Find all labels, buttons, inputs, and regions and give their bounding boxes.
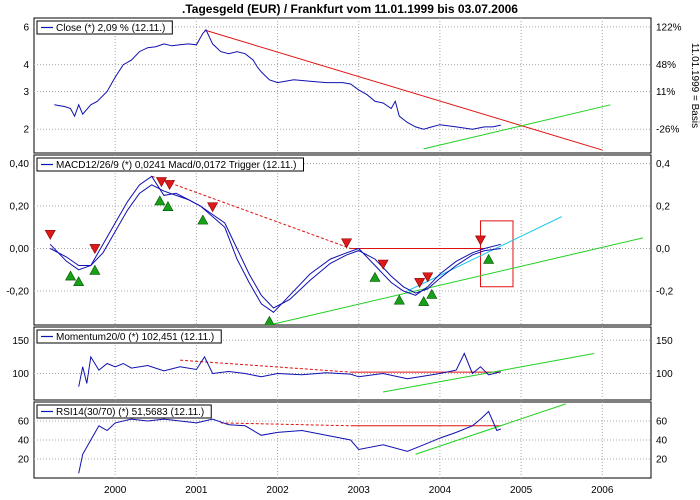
price-panel: 6 122% 4 48% 3 11% 2 -26% Close (*) 2,09 % (12.1… (23, 17, 700, 154)
macd-ytick-left: 0,40 (10, 159, 30, 170)
rsi-ytick-right: 20 (656, 455, 668, 466)
momentum-legend-text: Momentum20/0 (*) 102,451 (12.11.) (56, 332, 214, 343)
macd-ytick-right: 0,0 (656, 244, 670, 255)
buy-signal-marker (426, 288, 438, 299)
buy-signal-marker (154, 195, 166, 206)
rsi-trendline-red-dashed (220, 422, 351, 427)
buy-signal-marker (264, 315, 275, 325)
sell-signal-marker (414, 278, 426, 289)
buy-signal-marker (73, 276, 85, 287)
momentum-plot-area (78, 352, 595, 393)
rsi-panel: 60 60 40 40 20 20 RSI14(30/70) (*) 51,5683 (12… (18, 401, 668, 479)
macd-ytick-right: -0,2 (656, 287, 674, 298)
momentum-legend: Momentum20/0 (*) 102,451 (12.11.) (36, 329, 222, 344)
buy-signal-marker (393, 294, 405, 305)
momentum-panel: 150 150 100 100 Momentum20/0 (*) 102,451 (12… (12, 326, 673, 401)
price-legend-text: Close (*) 2,09 % (12.11.) (56, 23, 165, 34)
macd-ytick-left: -0,20 (6, 287, 29, 298)
macd-ytick-left: 0,20 (10, 202, 30, 213)
macd-trendline-red-dashed (151, 175, 351, 249)
price-legend-box (36, 20, 173, 35)
price-ytick-right: -26% (656, 125, 679, 136)
price-ytick-right: 48% (656, 60, 676, 71)
momentum-ytick-right: 100 (656, 369, 673, 380)
sell-signal-marker (341, 238, 353, 249)
xtick-label: 2000 (104, 485, 127, 496)
rsi-ytick-left: 40 (18, 436, 30, 447)
rsi-series-line (78, 410, 501, 474)
price-legend: Close (*) 2,09 % (12.11.) (36, 20, 173, 35)
rsi-legend: RSI14(30/70) (*) 51,5683 (12.11.) (36, 404, 212, 419)
price-series-line (54, 29, 501, 130)
price-ytick-left: 4 (23, 60, 29, 71)
price-frame (33, 17, 652, 154)
momentum-series-line (78, 352, 501, 387)
price-ytick-right: 122% (656, 22, 682, 33)
sell-signal-marker (89, 244, 101, 255)
sell-signal-marker (422, 272, 434, 283)
macd-legend: MACD12/26/9 (*) 0,0241 Macd/0,0172 Trigg… (36, 157, 304, 172)
sell-signal-marker (377, 259, 389, 270)
chart-title: .Tagesgeld (EUR) / Frankfurt vom 11.01.1… (182, 2, 518, 16)
macd-ytick-right: 0,4 (656, 159, 670, 170)
macd-ytick-left: 0,00 (10, 244, 30, 255)
macd-panel: 0,40 0,4 0,20 0,2 0,00 0,0 -0,20 -0,2 MACD12/26/… (6, 154, 674, 326)
macd-highlight-box (480, 220, 514, 288)
xtick-label: 2003 (348, 485, 371, 496)
price-ytick-left: 2 (23, 125, 29, 136)
sell-signal-marker (164, 180, 176, 191)
rsi-ytick-left: 60 (18, 417, 30, 428)
price-plot-area (54, 29, 611, 151)
buy-signal-marker (89, 264, 101, 275)
buy-signal-marker (418, 295, 430, 306)
momentum-trendline-green (383, 353, 595, 393)
price-trendline-red (204, 29, 603, 151)
price-trendline-green (423, 104, 611, 150)
momentum-ytick-left: 100 (12, 369, 29, 380)
buy-signal-marker (162, 201, 174, 211)
buy-signal-marker (483, 253, 495, 264)
sell-signal-marker (207, 202, 219, 213)
sell-signal-marker (475, 235, 487, 246)
buy-signal-marker (197, 214, 209, 225)
momentum-trendline-red-dashed (180, 359, 351, 373)
rsi-ytick-right: 60 (656, 417, 668, 428)
rsi-trendline-green (415, 403, 566, 455)
macd-plot-area (44, 161, 643, 325)
price-ytick-right: 11% (656, 87, 675, 98)
buy-signal-marker (65, 270, 77, 281)
rsi-ytick-right: 40 (656, 436, 668, 447)
xtick-label: 2001 (185, 485, 208, 496)
macd-trendline-cyan (407, 216, 562, 292)
rsi-legend-text: RSI14(30/70) (*) 51,5683 (12.11.) (56, 407, 204, 418)
price-ytick-left: 6 (23, 22, 29, 33)
price-ytick-left: 3 (23, 87, 29, 98)
rsi-ytick-left: 20 (18, 455, 30, 466)
macd-legend-text: MACD12/26/9 (*) 0,0241 Macd/0,0172 Trigg… (56, 160, 297, 171)
macd-ytick-right: 0,2 (656, 202, 670, 213)
momentum-legend-box (36, 329, 222, 344)
momentum-ytick-left: 150 (12, 336, 29, 347)
sell-signal-marker (44, 229, 56, 240)
sell-signal-marker (155, 177, 167, 188)
xtick-label: 2005 (510, 485, 533, 496)
macd-legend-box (36, 157, 304, 172)
xtick-label: 2002 (266, 485, 289, 496)
buy-signal-marker (369, 271, 381, 282)
macd-series-trigger (49, 184, 501, 309)
rsi-plot-area (78, 403, 566, 474)
right-axis-label: 11.01.1999 = Basis (689, 43, 700, 128)
xtick-label: 2004 (429, 485, 452, 496)
rsi-legend-box (36, 404, 212, 419)
macd-trendline-green (269, 237, 643, 325)
momentum-ytick-right: 150 (656, 336, 673, 347)
xtick-label: 2006 (591, 485, 614, 496)
